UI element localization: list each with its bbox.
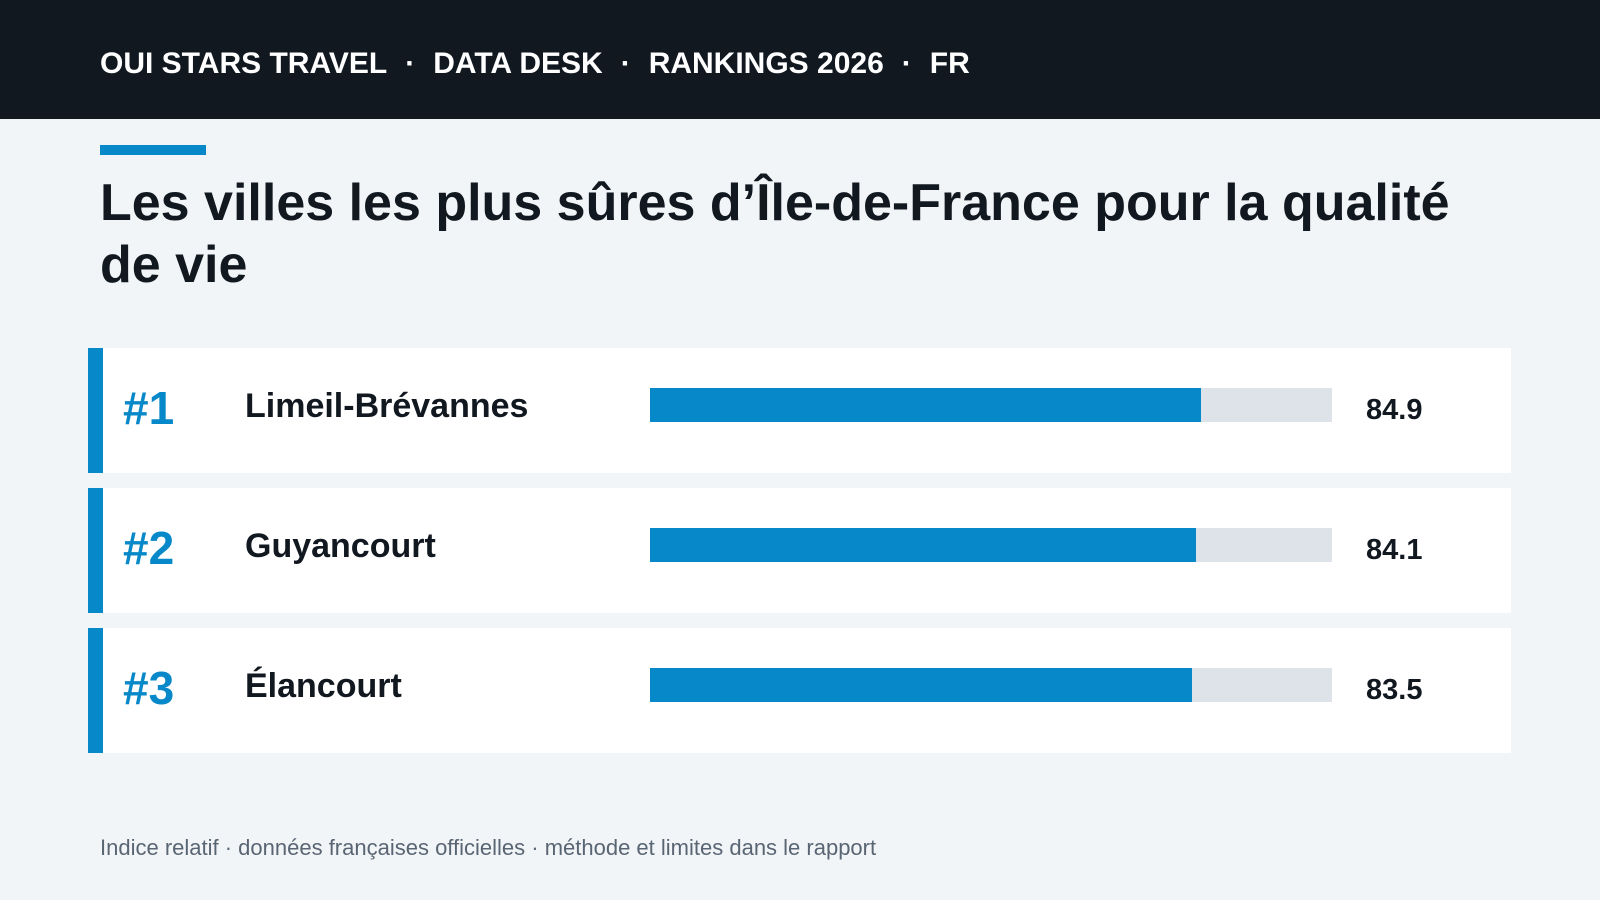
bar-fill	[650, 388, 1201, 422]
title-accent-rule	[100, 145, 206, 155]
value-label: 83.5	[1366, 674, 1423, 706]
value-label: 84.1	[1366, 534, 1423, 566]
section-name: DATA DESK	[433, 47, 603, 80]
ranking-row: #2 Guyancourt 84.1	[88, 488, 1511, 613]
rank-label: #3	[123, 662, 175, 714]
rank-label: #2	[123, 522, 175, 574]
header-line: OUI STARS TRAVEL · DATA DESK · RANKINGS …	[100, 46, 970, 82]
bar-fill	[650, 528, 1196, 562]
ranking-chart: #1 Limeil-Brévannes 84.9 #2 Guyancourt 84.1 #3…	[88, 348, 1511, 768]
city-name: Limeil-Brévannes	[245, 387, 529, 425]
brand-name: OUI STARS TRAVEL	[100, 47, 388, 80]
row-accent-edge	[88, 488, 103, 613]
bar-track	[650, 668, 1332, 702]
bar-fill	[650, 668, 1192, 702]
separator-dot: ·	[620, 47, 631, 80]
rank-label: #1	[123, 382, 175, 434]
footnote: Indice relatif · données françaises offi…	[100, 835, 877, 860]
ranking-row: #3 Élancourt 83.5	[88, 628, 1511, 753]
city-name: Élancourt	[245, 667, 402, 705]
row-accent-edge	[88, 628, 103, 753]
ranking-row: #1 Limeil-Brévannes 84.9	[88, 348, 1511, 473]
bar-track	[650, 388, 1332, 422]
value-label: 84.9	[1366, 394, 1423, 426]
page-title: Les villes les plus sûres d’Île-de-Franc…	[100, 174, 1450, 294]
locale-label: FR	[929, 47, 970, 80]
row-accent-edge	[88, 348, 103, 473]
separator-dot: ·	[901, 47, 912, 80]
separator-dot: ·	[405, 47, 416, 80]
city-name: Guyancourt	[245, 527, 436, 565]
top-banner: OUI STARS TRAVEL · DATA DESK · RANKINGS …	[0, 0, 1600, 119]
edition-label: RANKINGS 2026	[648, 47, 884, 80]
bar-track	[650, 528, 1332, 562]
